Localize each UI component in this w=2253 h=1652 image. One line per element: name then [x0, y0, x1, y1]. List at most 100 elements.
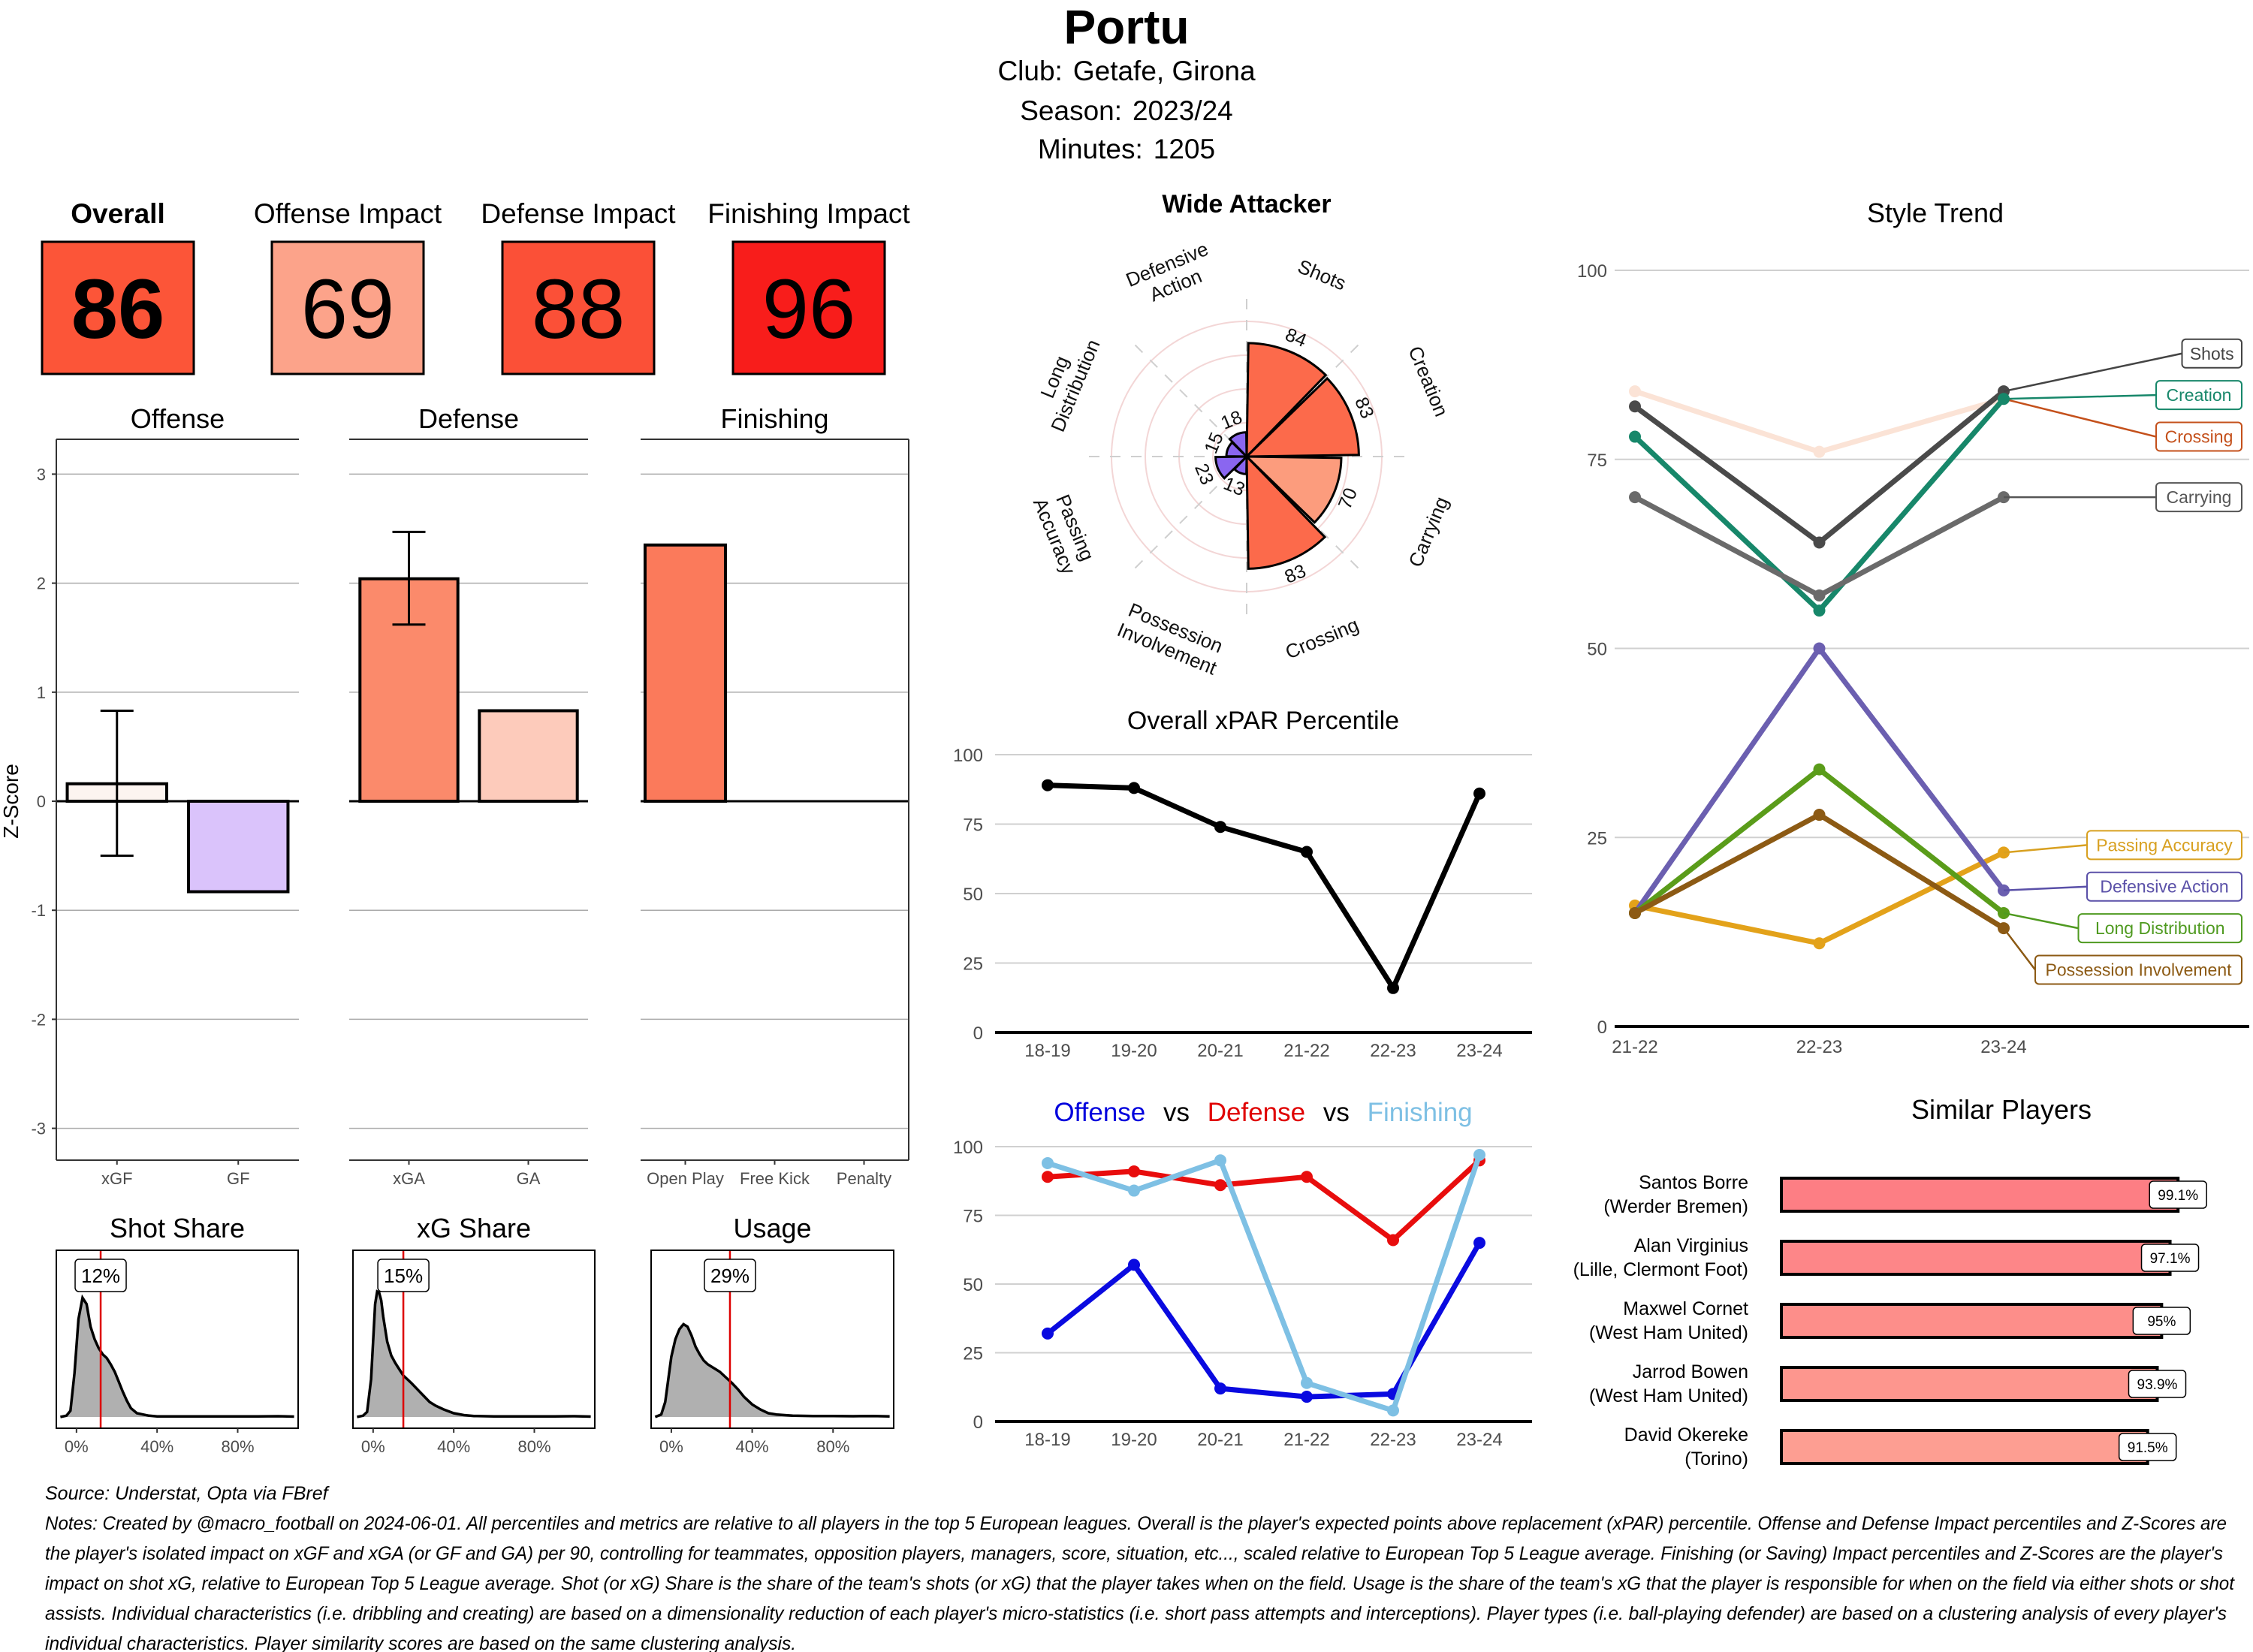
panel-title: Shot Share: [110, 1213, 245, 1244]
x-tick-label: 0%: [65, 1437, 89, 1456]
score-card-label: Finishing Impact: [707, 198, 910, 229]
radar-wedge-shots: [1245, 342, 1328, 460]
data-point: [1473, 1148, 1485, 1161]
density-line: [357, 1289, 591, 1418]
score-card-offense-impact: Offense Impact 69: [254, 198, 442, 375]
similar-player-row: Santos Borre (Werder Bremen) 99.1%: [1603, 1172, 2207, 1217]
zscore-panel-finishing: Finishing Open Play Free Kick Penalty: [641, 403, 909, 1188]
data-point: [1214, 1179, 1226, 1192]
data-point: [1813, 763, 1826, 776]
y-tick-label: 75: [963, 815, 983, 836]
data-point: [1813, 445, 1826, 458]
radar-wedge-crossing: [1245, 454, 1327, 570]
odf-title-defense: Defense: [1208, 1098, 1305, 1127]
y-tick-label: 0: [1597, 1017, 1607, 1038]
panel-title: Defense: [418, 403, 519, 434]
notes-line: Notes: Created by @macro_football on 202…: [45, 1513, 2227, 1534]
similarity-bar: [1780, 1177, 2180, 1213]
series-finishing: [1042, 1148, 1485, 1417]
y-tick-label: 25: [963, 1344, 983, 1364]
similar-player-row: David Okereke (Torino) 91.5%: [1624, 1424, 2177, 1470]
y-tick-label: 0: [973, 1023, 983, 1044]
data-point: [1629, 385, 1641, 398]
score-card-value: 96: [762, 262, 856, 356]
similarity-label: 91.5%: [2128, 1440, 2168, 1456]
trend-series-shots: Shots: [1629, 338, 2242, 549]
series-label: Crossing: [2165, 427, 2233, 447]
series-line: [1047, 1158, 1482, 1243]
similarity-label: 99.1%: [2158, 1188, 2198, 1204]
data-point: [1301, 846, 1313, 858]
xpar-title: Overall xPAR Percentile: [1127, 707, 1399, 735]
similarity-label: 95%: [2147, 1314, 2176, 1330]
similar-player-club: (West Ham United): [1589, 1322, 1748, 1343]
x-tick-label: 80%: [221, 1437, 254, 1456]
odf-title-vs: vs: [1323, 1098, 1350, 1127]
marker-label: 15%: [384, 1265, 423, 1287]
xpar-line-chart: Overall xPAR Percentile 0 25 50 75 100 18-19 1…: [953, 707, 1532, 1061]
y-tick-label: 1: [37, 683, 46, 702]
similar-player-row: Maxwel Cornet (West Ham United) 95%: [1589, 1298, 2191, 1343]
y-axis-title: Z-Score: [0, 764, 23, 839]
y-tick-label: 50: [963, 1275, 983, 1295]
similar-player-name: Santos Borre: [1639, 1172, 1748, 1193]
label-connector: [2003, 927, 2036, 971]
y-tick-label: 3: [37, 465, 46, 484]
similarity-bar: [1780, 1366, 2159, 1402]
similar-player-name: Alan Virginius: [1634, 1235, 1748, 1256]
x-tick-label: 21-22: [1612, 1037, 1657, 1057]
notes-line: the player's isolated impact on xGF and …: [45, 1543, 2223, 1564]
radar-wedge-carrying: [1244, 455, 1343, 524]
score-card-value: 86: [71, 262, 165, 356]
style-trend-chart: Style Trend 0 25 50 75 100 21-22 22-23 23-24 Cro…: [1577, 197, 2249, 1057]
data-point: [1473, 1237, 1485, 1250]
footer: Source: Understat, Opta via FBref Notes:…: [45, 1483, 2235, 1652]
y-tick-label: 0: [973, 1412, 983, 1433]
y-tick-label: 100: [953, 746, 983, 766]
data-point: [1813, 589, 1826, 602]
density-panel-xg-share: xG Share 15% 0% 40% 80%: [352, 1213, 596, 1456]
similarity-label: 97.1%: [2150, 1251, 2191, 1267]
similar-player-club: (West Ham United): [1589, 1385, 1748, 1406]
density-line: [60, 1294, 294, 1418]
series-label-box: [2077, 913, 2242, 944]
data-point: [1629, 906, 1641, 919]
data-point: [1813, 937, 1826, 950]
score-card-finishing-impact: Finishing Impact 96: [707, 198, 910, 375]
x-tick-label: xGA: [393, 1169, 425, 1188]
similarity-label: 93.9%: [2137, 1377, 2178, 1393]
trend-series-defensive-action: Defensive Action: [1629, 642, 2242, 919]
similarity-label-box: [2149, 1180, 2207, 1209]
series-label: Carrying: [2167, 487, 2232, 507]
panel-frame: [56, 1250, 299, 1429]
similar-players-title: Similar Players: [1911, 1094, 2092, 1125]
data-point: [1629, 400, 1641, 413]
trend-series-carrying: Carrying: [1629, 482, 2242, 602]
y-tick-label: 100: [1577, 261, 1607, 282]
x-tick-label: 80%: [517, 1437, 550, 1456]
club-value: Getafe, Girona: [1073, 56, 1256, 86]
similarity-bar: [1780, 1303, 2164, 1339]
density-area: [655, 1324, 890, 1417]
data-point: [1042, 1156, 1054, 1169]
similarity-label-box: [2140, 1244, 2200, 1272]
similarity-label-box: [2132, 1307, 2191, 1335]
x-tick-label: 40%: [736, 1437, 769, 1456]
x-tick-label: 20-21: [1197, 1041, 1243, 1061]
panel-title: Usage: [733, 1213, 811, 1244]
x-tick-label: xGF: [101, 1169, 133, 1188]
panel-frame: [352, 1250, 596, 1429]
series-label: Long Distribution: [2095, 918, 2225, 938]
minutes-value: 1205: [1154, 134, 1215, 164]
density-panel-usage: Usage 29% 0% 40% 80%: [650, 1213, 894, 1456]
data-point: [1042, 1327, 1054, 1340]
x-tick-label: 19-20: [1111, 1041, 1157, 1061]
similar-player-club: (Werder Bremen): [1603, 1196, 1748, 1217]
similar-player-club: (Lille, Clermont Foot): [1573, 1259, 1748, 1280]
notes-line: individual characteristics. Player simil…: [45, 1633, 796, 1652]
series-line: [1046, 1153, 1482, 1413]
zscore-panel-defense: Defense xGA GA: [349, 403, 588, 1188]
data-point: [1214, 821, 1226, 834]
x-tick-label: 22-23: [1370, 1430, 1416, 1450]
